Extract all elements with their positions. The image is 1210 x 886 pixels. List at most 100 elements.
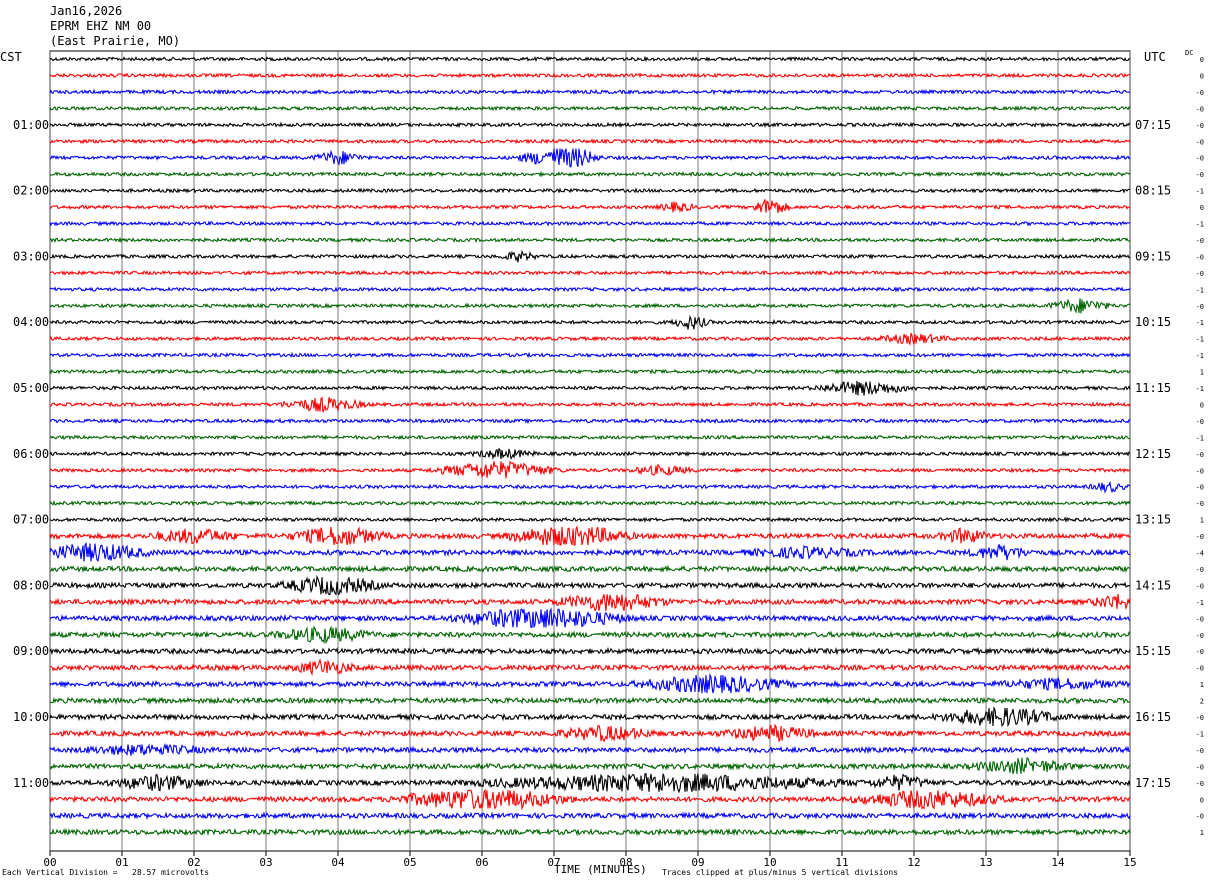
division-note: Each Vertical Division = 28.57 microvolt… <box>2 868 210 877</box>
seismic-trace-row-7 <box>49 148 1131 168</box>
seismic-trace-row-6 <box>49 138 1131 145</box>
x-tick-label: 12 <box>907 856 920 869</box>
seismic-trace-row-10 <box>49 199 1131 214</box>
seismic-trace-row-46 <box>49 788 1131 811</box>
seismic-trace-row-29 <box>49 516 1131 524</box>
clip-note: Traces clipped at plus/minus 5 vertical … <box>662 868 899 877</box>
row-dc-offset: -1 <box>1196 188 1204 196</box>
x-tick-label: 14 <box>1051 856 1065 869</box>
seismic-trace-row-47 <box>49 811 1131 821</box>
row-dc-offset: -0 <box>1196 747 1204 755</box>
row-dc-offset: 1 <box>1200 829 1204 837</box>
row-dc-offset: -1 <box>1196 286 1204 294</box>
station-location: (East Prairie, MO) <box>50 34 181 48</box>
row-dc-offset: -0 <box>1196 171 1204 179</box>
left-hour-label: 02:00 <box>13 184 49 198</box>
x-tick-label: 01 <box>115 856 128 869</box>
seismic-trace-row-30 <box>49 525 1131 546</box>
x-tick-label: 15 <box>1123 856 1136 869</box>
seismic-trace-row-4 <box>49 105 1131 112</box>
x-tick-label: 08 <box>619 856 632 869</box>
seismic-trace-row-11 <box>49 220 1131 227</box>
row-dc-offset: 1 <box>1200 681 1204 689</box>
seismic-trace-row-31 <box>49 541 1131 562</box>
right-hour-label: 11:15 <box>1135 381 1171 395</box>
row-dc-offset: -1 <box>1196 385 1204 393</box>
x-tick-label: 07 <box>547 856 560 869</box>
x-tick-label: 13 <box>979 856 992 869</box>
seismic-trace-row-2 <box>49 72 1131 79</box>
x-tick-label: 04 <box>331 856 345 869</box>
row-dc-offset: -0 <box>1196 418 1204 426</box>
seismic-trace-row-24 <box>49 434 1131 441</box>
row-dc-offset: -1 <box>1196 336 1204 344</box>
row-dc-offset: -1 <box>1196 730 1204 738</box>
right-hour-label: 17:15 <box>1135 776 1171 790</box>
row-dc-offset: -0 <box>1196 484 1204 492</box>
left-hour-label: 11:00 <box>13 776 49 790</box>
row-dc-offset: -1 <box>1196 319 1204 327</box>
right-hour-label: 07:15 <box>1135 118 1171 132</box>
right-hour-label: 14:15 <box>1135 578 1171 592</box>
x-tick-label: 03 <box>259 856 272 869</box>
right-hour-label: 16:15 <box>1135 710 1171 724</box>
seismic-trace-row-1 <box>49 55 1131 63</box>
row-dc-offset: -0 <box>1196 253 1204 261</box>
row-dc-offset: -0 <box>1196 237 1204 245</box>
row-dc-offset: -0 <box>1196 89 1204 97</box>
seismic-trace-row-28 <box>49 499 1131 507</box>
x-tick-label: 09 <box>691 856 704 869</box>
row-dc-offset: 2 <box>1200 698 1204 706</box>
left-hour-label: 04:00 <box>13 315 49 329</box>
row-dc-offset: -0 <box>1196 714 1204 722</box>
row-dc-offset: -0 <box>1196 665 1204 673</box>
right-timezone-label: UTC <box>1144 50 1166 64</box>
plot-date: Jan16,2026 <box>50 4 123 18</box>
row-dc-offset: 0 <box>1200 796 1204 804</box>
seismic-trace-row-20 <box>49 368 1131 375</box>
row-dc-offset: -1 <box>1196 434 1204 442</box>
row-dc-offset: -0 <box>1196 582 1204 590</box>
x-tick-label: 11 <box>835 856 848 869</box>
row-dc-offset: -0 <box>1196 105 1204 113</box>
row-dc-offset: -1 <box>1196 221 1204 229</box>
x-tick-label: 10 <box>763 856 776 869</box>
seismic-trace-row-17 <box>49 314 1131 330</box>
row-dc-offset: -0 <box>1196 648 1204 656</box>
row-dc-offset: -0 <box>1196 632 1204 640</box>
row-dc-offset: -0 <box>1196 763 1204 771</box>
left-hour-label: 10:00 <box>13 710 49 724</box>
seismic-trace-row-40 <box>49 696 1131 706</box>
row-dc-offset: -0 <box>1196 500 1204 508</box>
x-axis-title: TIME (MINUTES) <box>554 863 647 876</box>
right-hour-label: 09:15 <box>1135 249 1171 263</box>
station-name: EPRM EHZ NM 00 <box>50 19 152 33</box>
seismic-trace-row-42 <box>49 724 1131 743</box>
seismic-trace-row-35 <box>49 607 1131 628</box>
row-dc-offset: -0 <box>1196 467 1204 475</box>
left-hour-label: 03:00 <box>13 249 49 263</box>
row-dc-offset: -0 <box>1196 303 1204 311</box>
axis-label-group: 00 01 02 03 04 05 06 07 08 09 10 11 12 13 14 1501:0002:… <box>13 56 1204 869</box>
row-dc-offset: 0 <box>1200 401 1204 409</box>
row-dc-offset: -0 <box>1196 270 1204 278</box>
row-dc-offset: -0 <box>1196 155 1204 163</box>
seismic-trace-row-41 <box>49 706 1131 728</box>
left-hour-label: 06:00 <box>13 447 49 461</box>
seismic-trace-row-27 <box>49 480 1131 494</box>
row-dc-offset: -0 <box>1196 533 1204 541</box>
seismic-trace-row-44 <box>49 757 1131 775</box>
dc-offset-header: DC <box>1185 49 1194 57</box>
seismic-trace-row-32 <box>49 564 1131 574</box>
seismic-trace-row-23 <box>49 417 1131 425</box>
right-hour-label: 10:15 <box>1135 315 1171 329</box>
row-dc-offset: 0 <box>1200 56 1204 64</box>
seismic-trace-row-14 <box>49 269 1131 277</box>
left-timezone-label: CST <box>0 50 22 64</box>
seismic-trace-row-37 <box>49 646 1131 656</box>
row-dc-offset: -1 <box>1196 599 1204 607</box>
seismic-trace-row-26 <box>49 460 1131 479</box>
seismic-trace-row-15 <box>49 286 1131 293</box>
x-tick-label: 02 <box>187 856 200 869</box>
row-dc-offset: -0 <box>1196 122 1204 130</box>
